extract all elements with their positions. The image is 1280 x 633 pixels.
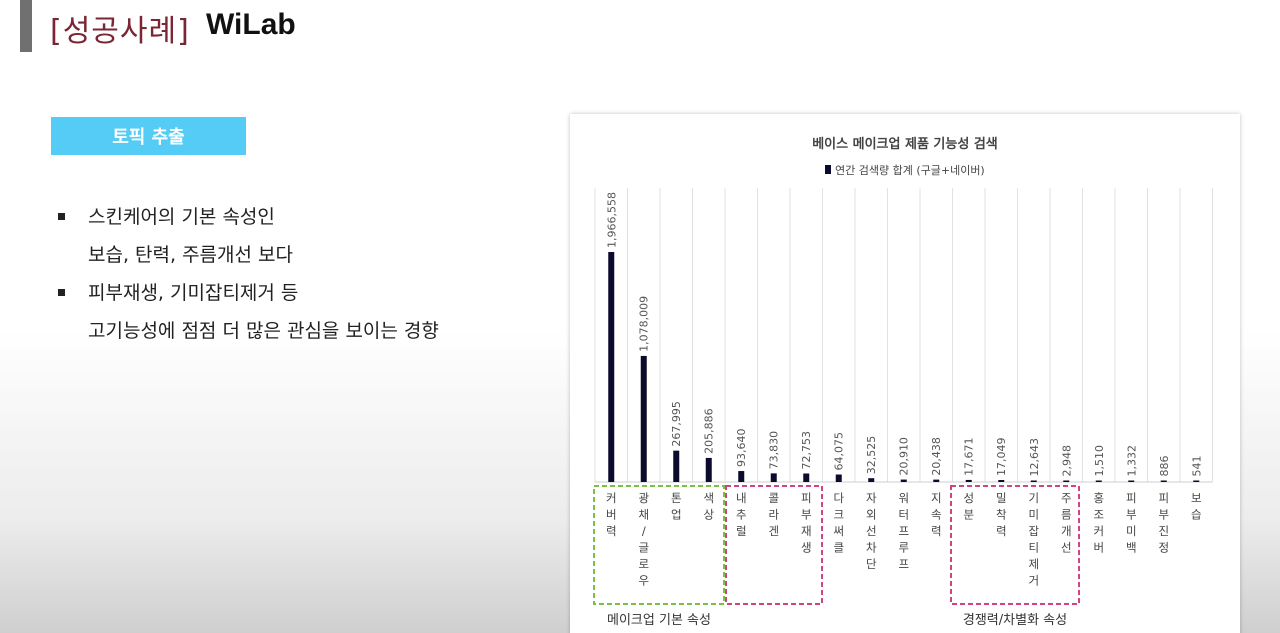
legend-swatch xyxy=(825,165,831,174)
data-label: 17,671 xyxy=(963,437,976,476)
bar xyxy=(965,479,972,482)
bullet-text: 스킨케어의 기본 속성인 xyxy=(88,206,275,228)
topic-label: 토픽 추출 xyxy=(112,127,185,148)
bullet-text: 고기능성에 점점 더 많은 관심을 보이는 경향 xyxy=(88,320,439,342)
group-box xyxy=(950,485,1080,605)
bar xyxy=(868,478,875,482)
bar xyxy=(933,479,940,482)
legend-label: 연간 검색량 합계 (구글+네이버) xyxy=(835,164,985,177)
bar xyxy=(1193,480,1200,482)
bar xyxy=(803,473,810,482)
bar xyxy=(998,480,1005,482)
group-box xyxy=(593,485,725,605)
data-label: 17,049 xyxy=(995,438,1008,477)
bullet-continuation: 보습, 탄력, 주름개선 보다 xyxy=(58,236,439,274)
data-label: 205,886 xyxy=(703,408,716,454)
bar xyxy=(1128,480,1135,482)
bullet-square-icon xyxy=(58,289,65,296)
group-label: 경쟁력/차별화 속성 xyxy=(963,613,1067,628)
bullet-text: 보습, 탄력, 주름개선 보다 xyxy=(88,244,293,266)
data-label: 2,948 xyxy=(1060,445,1073,477)
bullet-item: 스킨케어의 기본 속성인 xyxy=(58,198,439,236)
bar xyxy=(673,450,680,482)
page-title: [성공사례] xyxy=(50,14,190,49)
chart-title: 베이스 메이크업 제품 기능성 검색 xyxy=(812,136,998,152)
data-label: 267,995 xyxy=(670,401,683,447)
data-label: 20,910 xyxy=(898,437,911,476)
bullet-square-icon xyxy=(58,213,65,220)
topic-badge: 토픽 추출 xyxy=(51,117,246,155)
data-label: 12,643 xyxy=(1028,438,1041,477)
bar xyxy=(705,457,712,482)
bullet-item: 피부재생, 기미잡티제거 등 xyxy=(58,274,439,312)
data-label: 1,332 xyxy=(1125,445,1138,477)
bullet-continuation: 고기능성에 점점 더 많은 관심을 보이는 경향 xyxy=(58,312,439,350)
bar xyxy=(1063,480,1070,482)
bullet-text: 피부재생, 기미잡티제거 등 xyxy=(88,282,299,304)
data-label: 20,438 xyxy=(930,437,943,476)
bar xyxy=(770,473,777,482)
group-label: 메이크업 기본 속성 xyxy=(607,613,711,628)
bar xyxy=(1095,480,1102,482)
data-label: 72,753 xyxy=(800,431,813,470)
data-label: 64,075 xyxy=(833,432,846,471)
data-label: 73,830 xyxy=(768,431,781,470)
bar xyxy=(835,474,842,482)
bar xyxy=(900,479,907,482)
data-label: 32,525 xyxy=(865,436,878,475)
data-label: 1,510 xyxy=(1093,445,1106,477)
bar xyxy=(738,471,745,482)
data-label: 93,640 xyxy=(735,429,748,468)
wilab-logo: WiLab xyxy=(206,8,296,41)
data-label: 886 xyxy=(1158,456,1171,477)
bar xyxy=(640,355,647,482)
bar xyxy=(1030,480,1037,482)
bar xyxy=(1160,480,1167,482)
title-accent-bar xyxy=(20,0,32,52)
group-box xyxy=(725,485,823,605)
data-label: 1,078,009 xyxy=(638,296,651,352)
bar xyxy=(608,252,615,482)
category-label: 광 채 / 글 로 우 xyxy=(638,491,649,588)
bullet-list: 스킨케어의 기본 속성인 보습, 탄력, 주름개선 보다 피부재생, 기미잡티제… xyxy=(58,198,439,350)
data-label: 1,966,558 xyxy=(605,192,618,248)
data-label: 541 xyxy=(1190,456,1203,477)
